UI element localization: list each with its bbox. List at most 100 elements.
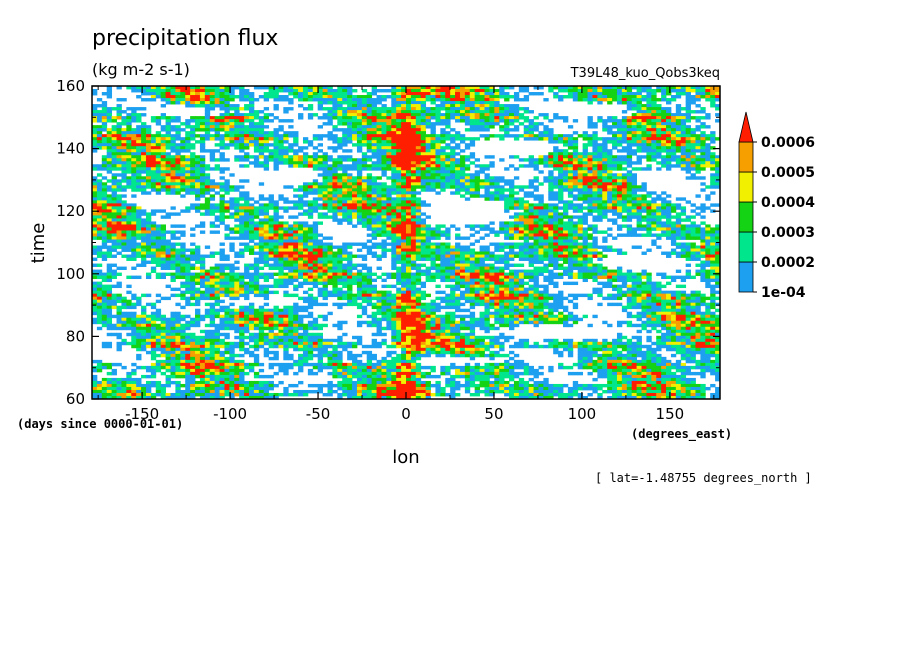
heatmap-cell [145,218,152,222]
heatmap-cell [263,95,270,99]
heatmap-cell [170,92,176,96]
heatmap-cell [528,245,534,249]
heatmap-cell [239,113,245,117]
heatmap-cell [607,194,613,198]
heatmap-cell [700,155,706,159]
heatmap-cell [96,209,103,213]
heatmap-cell [160,170,166,174]
heatmap-cell [302,164,309,168]
heatmap-cell [278,128,284,132]
heatmap-cell [170,140,176,144]
heatmap-cell [494,89,500,93]
heatmap-cell [121,176,127,180]
heatmap-cell [224,110,230,114]
heatmap-cell [484,188,490,192]
heatmap-cell [195,104,201,108]
heatmap-cell [131,224,137,228]
heatmap-cell [538,194,544,198]
heatmap-cell [111,227,117,231]
heatmap-cell [342,170,348,174]
heatmap-cell [626,164,633,168]
heatmap-cell [371,164,377,168]
heatmap-cell [420,98,427,102]
heatmap-cell [587,188,593,192]
heatmap-cell [533,245,539,249]
heatmap-cell [641,188,647,192]
heatmap-cell [705,149,711,153]
heatmap-cell [509,86,515,90]
heatmap-cell [239,92,245,96]
heatmap-cell [670,86,677,90]
heatmap-cell [563,173,569,177]
heatmap-cell [715,233,721,237]
heatmap-cell [538,122,544,126]
heatmap-cell [553,206,559,210]
heatmap-cell [533,227,539,231]
heatmap-cell [675,155,682,159]
heatmap-cell [317,245,323,249]
heatmap-cell [199,179,206,183]
heatmap-cell [396,209,402,213]
heatmap-cell [160,152,166,156]
heatmap-field [92,86,721,400]
heatmap-cell [381,107,387,111]
heatmap-cell [474,158,480,162]
heatmap-cell [204,125,211,129]
heatmap-cell [675,131,682,135]
heatmap-cell [612,185,618,189]
heatmap-cell [626,104,633,108]
heatmap-cell [602,149,608,153]
heatmap-cell [366,125,373,129]
heatmap-cell [401,101,407,105]
heatmap-cell [332,101,338,105]
heatmap-cell [381,104,387,108]
heatmap-cell [626,185,633,189]
heatmap-cell [469,140,476,144]
heatmap-cell [307,107,314,111]
heatmap-cell [499,86,505,90]
heatmap-cell [131,158,137,162]
heatmap-cell [563,155,569,159]
heatmap-cell [631,95,637,99]
heatmap-cell [356,206,363,210]
heatmap-cell [710,245,716,249]
heatmap-cell [209,92,216,96]
heatmap-cell [352,176,358,180]
heatmap-cell [361,212,368,216]
heatmap-cell [406,236,412,240]
heatmap-cell [484,176,490,180]
heatmap-cell [484,101,490,105]
heatmap-cell [509,134,515,138]
heatmap-cell [361,122,368,126]
heatmap-cell [278,95,284,99]
heatmap-cell [705,185,711,189]
heatmap-cell [553,113,559,117]
heatmap-cell [651,110,657,114]
heatmap-cell [263,215,270,219]
heatmap-cell [126,182,132,186]
heatmap-cell [244,203,250,207]
heatmap-cell [661,212,667,216]
heatmap-cell [543,161,549,165]
heatmap-cell [263,116,270,120]
heatmap-cell [332,197,338,201]
heatmap-cell [116,251,122,255]
heatmap-cell [170,164,176,168]
heatmap-cell [229,215,235,219]
heatmap-cell [401,143,407,147]
heatmap-cell [391,179,397,183]
heatmap-cell [592,95,598,99]
heatmap-cell [499,89,505,93]
heatmap-cell [528,158,534,162]
heatmap-cell [430,107,436,111]
heatmap-cell [131,176,137,180]
heatmap-cell [410,221,417,225]
heatmap-cell [425,215,431,219]
heatmap-cell [268,227,274,231]
heatmap-cell [332,161,338,165]
heatmap-cell [626,212,633,216]
heatmap-cell [322,245,328,249]
heatmap-cell [445,95,451,99]
heatmap-cell [278,206,284,210]
heatmap-cell [415,221,422,225]
